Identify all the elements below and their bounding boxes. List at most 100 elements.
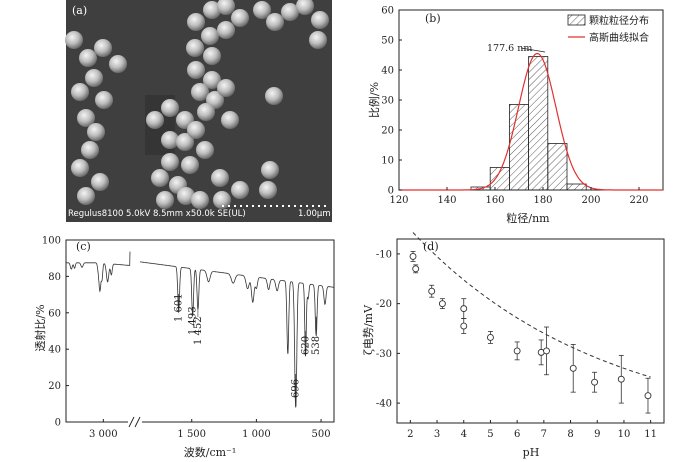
sem-sphere <box>221 111 239 129</box>
d-x-tick-label: 10 <box>618 429 631 440</box>
b-annotation-leader <box>520 47 546 53</box>
c-x-tick-label: 3 000 <box>89 429 118 440</box>
sem-sphere <box>79 49 97 67</box>
sem-sphere <box>151 169 169 187</box>
scalebar-dot <box>306 205 308 207</box>
d-data-point <box>487 334 494 341</box>
c-y-tick-label: 100 <box>42 236 61 247</box>
d-x-tick-label: 5 <box>487 429 493 440</box>
b-x-tick-label: 140 <box>437 195 456 206</box>
d-y-tick-label: -30 <box>376 349 392 360</box>
scalebar-dot <box>300 205 302 207</box>
sem-sphere <box>265 87 283 105</box>
sem-sphere <box>146 111 164 129</box>
d-y-tick-label: -10 <box>376 249 392 260</box>
b-y-tick-label: 30 <box>381 96 394 107</box>
b-y-tick-label: 0 <box>388 186 394 197</box>
sem-sphere <box>203 1 221 19</box>
c-y-tick-label: 20 <box>48 381 61 392</box>
b-histogram-bar <box>528 56 549 191</box>
b-legend-line-label: 高斯曲线拟合 <box>589 31 649 44</box>
scalebar-dot <box>270 205 272 207</box>
d-data-point <box>591 378 599 386</box>
panel-a-sem: (a) Regulus8100 5.0kV 8.5mm x50.0k SE(UL… <box>65 0 332 222</box>
b-histogram-bar <box>547 143 568 191</box>
sem-sphere <box>156 191 174 209</box>
c-peak-label: 1 452 <box>193 316 204 345</box>
b-gaussian-fit <box>399 52 663 191</box>
sem-sphere <box>217 0 235 15</box>
b-histogram-bar <box>508 104 529 191</box>
d-x-tick-label: 7 <box>541 429 547 440</box>
sem-sphere <box>95 91 113 109</box>
sem-sphere <box>187 13 205 31</box>
scalebar-dot <box>264 205 266 207</box>
sem-sphere <box>203 71 221 89</box>
sem-sphere <box>186 39 204 57</box>
d-data-point <box>438 300 446 308</box>
c-peak-label: 620 <box>301 336 312 355</box>
d-data-point <box>460 322 468 330</box>
c-panel-label: (c) <box>76 240 91 253</box>
sem-sphere <box>77 109 95 127</box>
b-y-tick-label: 60 <box>381 6 394 17</box>
scalebar-dot <box>240 205 242 207</box>
panel-a-label: (a) <box>72 4 87 17</box>
panel-c-ftir: 3 000 1 500 1 000 500 0 20 40 60 80 100 1 601 1 49… <box>33 236 335 459</box>
c-peak-label: 1 493 <box>188 306 199 335</box>
d-y-axis-title: ζ电势/mV <box>362 304 375 355</box>
b-x-tick-label: 220 <box>629 195 648 206</box>
sem-sphere <box>311 11 329 29</box>
d-data-point <box>644 392 652 400</box>
sem-sphere <box>191 191 209 209</box>
d-y-tick-label: -40 <box>376 399 392 410</box>
sem-sphere <box>211 169 229 187</box>
b-x-tick-label: 200 <box>581 195 600 206</box>
d-data-point <box>617 375 625 383</box>
sem-sphere <box>196 141 214 159</box>
scalebar-dot <box>234 205 236 207</box>
c-axis-break <box>128 416 142 428</box>
sem-sphere <box>161 99 179 117</box>
sem-sphere <box>65 31 83 49</box>
sem-sphere <box>197 103 215 121</box>
sem-sphere <box>81 141 99 159</box>
sem-sphere <box>203 47 221 65</box>
sem-sphere <box>253 1 271 19</box>
d-plot-frame <box>396 238 665 424</box>
scalebar-dot <box>276 205 278 207</box>
scalebar-dot <box>246 205 248 207</box>
d-x-tick-label: 4 <box>461 429 467 440</box>
c-peak-label: 1 601 <box>174 293 185 322</box>
scalebar-dot <box>258 205 260 207</box>
b-x-tick-label: 160 <box>485 195 504 206</box>
sem-sphere <box>177 187 195 205</box>
sem-sphere <box>217 21 235 39</box>
d-x-tick-label: 3 <box>434 429 440 440</box>
sem-sphere <box>201 27 219 45</box>
b-peak-annotation: 177.6 nm <box>487 43 532 54</box>
sem-sphere <box>187 121 205 139</box>
c-y-tick-label: 0 <box>55 418 61 429</box>
sem-sphere <box>161 131 179 149</box>
sem-sphere <box>161 153 179 171</box>
c-x-tick-label: 500 <box>312 429 331 440</box>
c-x-axis-title: 波数/cm⁻¹ <box>184 446 237 459</box>
scalebar-dot <box>294 205 296 207</box>
sem-sphere <box>91 173 109 191</box>
sem-sphere <box>261 161 279 179</box>
sem-sphere <box>191 83 209 101</box>
b-legend-bar-swatch <box>567 14 586 26</box>
b-x-tick-label: 180 <box>533 195 552 206</box>
d-data-point <box>428 287 436 295</box>
d-x-tick-label: 9 <box>594 429 600 440</box>
c-y-tick-label: 60 <box>48 308 61 319</box>
c-plot-frame <box>65 239 335 423</box>
d-y-tick-label: -20 <box>376 299 392 310</box>
c-x-tick-label: 1 000 <box>242 429 271 440</box>
sem-sphere <box>109 55 127 73</box>
sem-sphere <box>77 187 95 205</box>
sem-sphere <box>296 0 314 15</box>
b-legend-bar-label: 颗粒粒径分布 <box>589 14 649 27</box>
sem-sphere <box>71 83 89 101</box>
